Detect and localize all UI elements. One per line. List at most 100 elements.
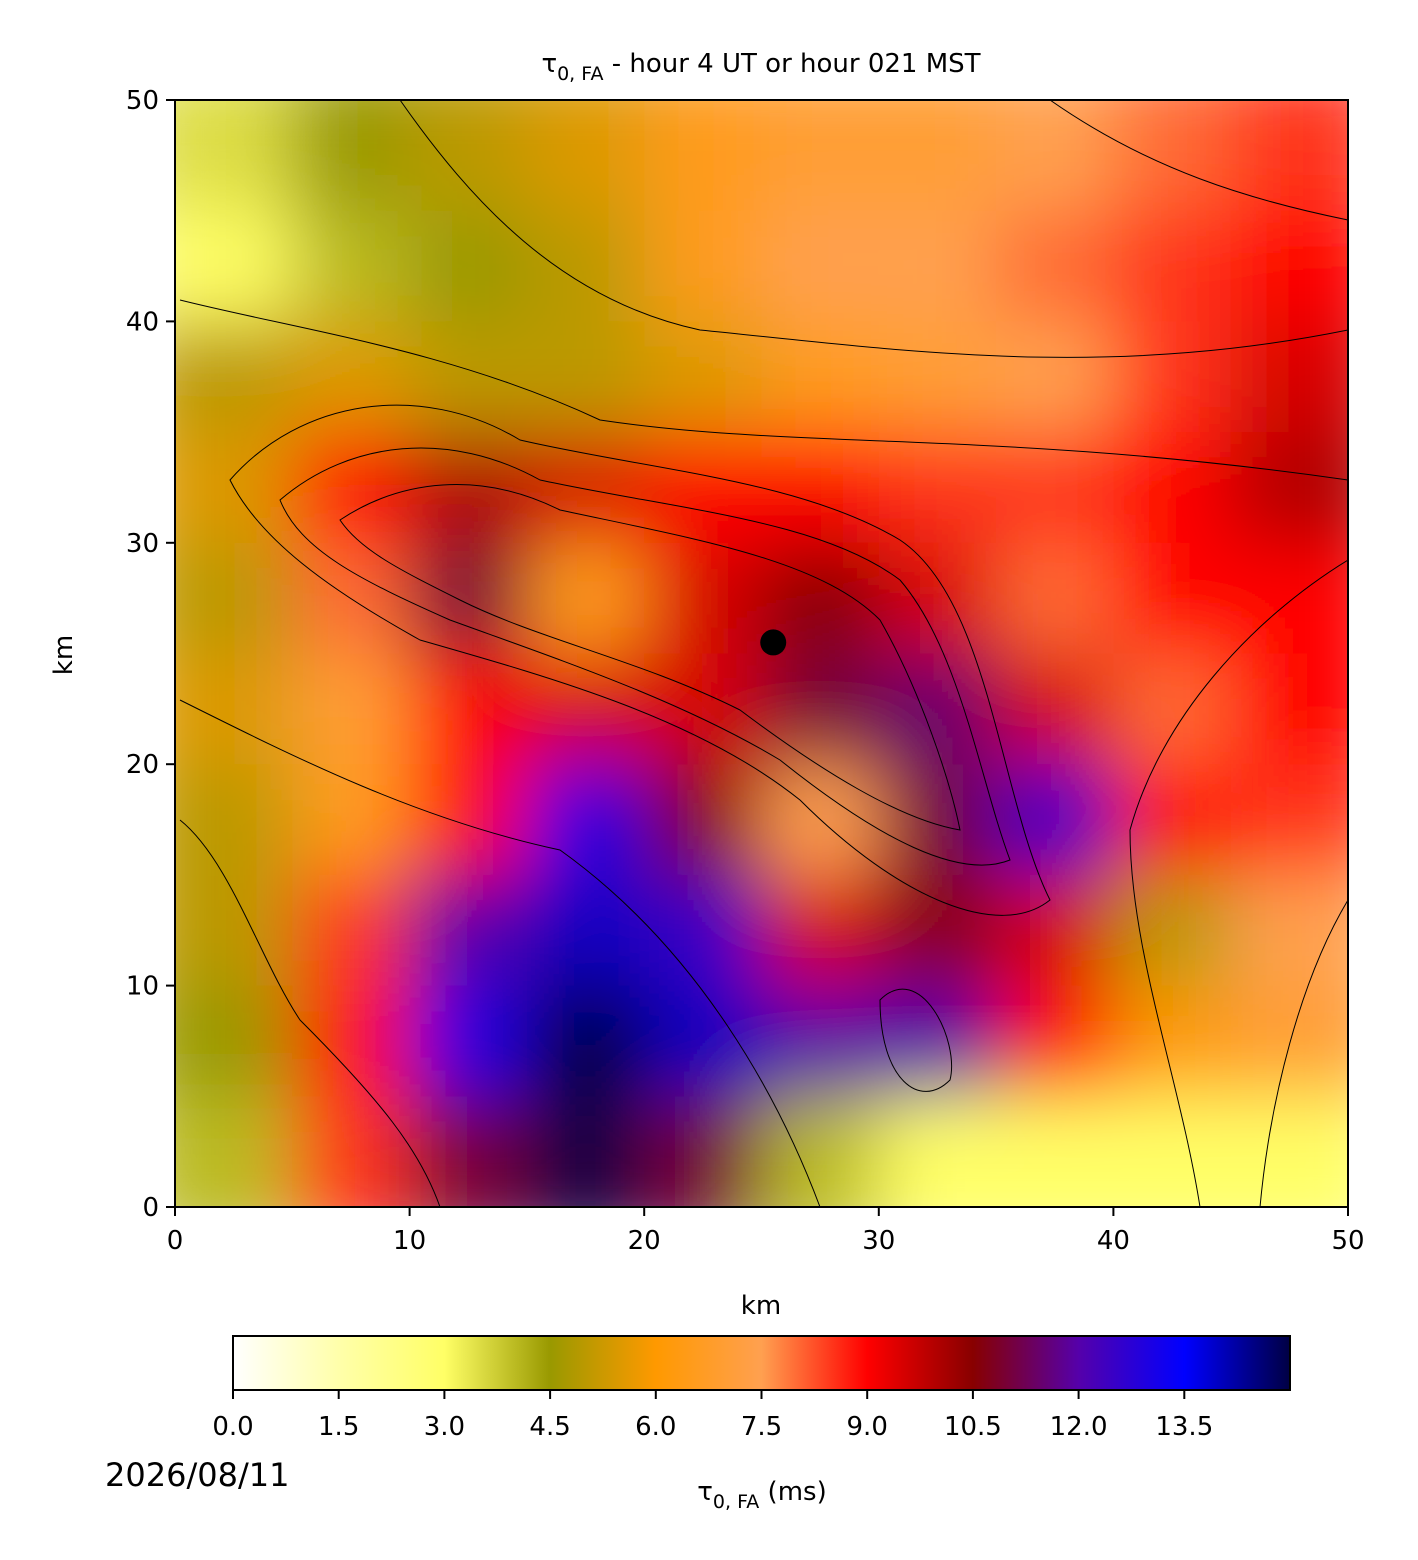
heat-cell (526, 985, 646, 1098)
heat-cell (878, 100, 998, 212)
heat-cell (409, 210, 528, 323)
heat-cell (292, 985, 411, 1098)
heat-cell (292, 100, 411, 212)
x-tick-label: 10 (393, 1226, 426, 1256)
heat-cell (1113, 874, 1232, 987)
heat-cell (878, 764, 998, 876)
heat-cell (1230, 764, 1348, 876)
title-text: - hour 4 UT or hour 021 MST (603, 49, 980, 79)
heat-cell (644, 653, 763, 766)
heat-cell (644, 764, 763, 876)
heat-cell (409, 1096, 528, 1207)
colorbar-tick-label: 1.5 (318, 1412, 359, 1442)
heat-cell (409, 100, 528, 212)
y-tick-label: 10 (126, 972, 159, 1002)
heat-cell (761, 210, 880, 323)
heat-cell (996, 1096, 1115, 1207)
x-axis-label: km (741, 1291, 781, 1321)
heat-cell (878, 1096, 998, 1207)
heat-cell (409, 874, 528, 987)
heat-cell (175, 321, 294, 434)
heat-cell (526, 210, 646, 323)
y-tick-label: 40 (126, 307, 159, 337)
heat-cell (644, 321, 763, 434)
colorbar-tick-label: 6.0 (635, 1412, 676, 1442)
heat-cell (1230, 985, 1348, 1098)
chart-title: τ0, FA - hour 4 UT or hour 021 MST (541, 49, 980, 85)
cbar-unit: (ms) (759, 1477, 826, 1507)
heat-cell (292, 874, 411, 987)
colorbar (232, 1335, 1291, 1391)
colorbar-tick-label: 10.5 (944, 1412, 1002, 1442)
heat-cell (1113, 321, 1232, 434)
heat-cell (996, 321, 1115, 434)
heat-cell (996, 432, 1115, 544)
colorbar-tick-label: 4.5 (529, 1412, 570, 1442)
x-tick-label: 0 (167, 1226, 184, 1256)
heat-cell (1230, 653, 1348, 766)
heat-cell (996, 764, 1115, 876)
heat-cell (996, 542, 1115, 655)
heat-cell (996, 985, 1115, 1098)
heat-cell (644, 210, 763, 323)
plot-frame (174, 99, 1349, 1208)
heatmap (175, 100, 1348, 1207)
heat-cell (761, 985, 880, 1098)
heat-cell (761, 100, 880, 212)
heat-cell (996, 653, 1115, 766)
colorbar-tick-label: 7.5 (741, 1412, 782, 1442)
heat-cell (409, 985, 528, 1098)
heat-cell (1113, 985, 1232, 1098)
heat-cell (292, 653, 411, 766)
heat-cell (1113, 1096, 1232, 1207)
x-tick-label: 20 (628, 1226, 661, 1256)
heat-cell (878, 985, 998, 1098)
heat-cell (1230, 874, 1348, 987)
heat-cell (409, 542, 528, 655)
heat-cell (292, 432, 411, 544)
heat-cell (644, 542, 763, 655)
heat-cell (526, 764, 646, 876)
heat-cell (526, 432, 646, 544)
y-tick-label: 20 (126, 750, 159, 780)
cbar-subscript: 0, FA (713, 1491, 759, 1513)
marker-point (760, 629, 787, 656)
heat-cell (175, 432, 294, 544)
heat-cell (1113, 653, 1232, 766)
heat-cell (996, 100, 1115, 212)
y-tick-label: 30 (126, 529, 159, 559)
heat-cell (996, 874, 1115, 987)
y-tick-label: 0 (142, 1193, 159, 1223)
heat-cell (761, 874, 880, 987)
heat-cell (175, 985, 294, 1098)
heat-cell (526, 874, 646, 987)
heat-cell (761, 432, 880, 544)
heat-cell (292, 321, 411, 434)
heat-cell (761, 1096, 880, 1207)
heat-cell (644, 874, 763, 987)
heat-cell (878, 874, 998, 987)
title-symbol: τ (541, 49, 557, 79)
colorbar-tick-label: 9.0 (847, 1412, 888, 1442)
contours (179, 100, 1348, 1207)
heat-cell (526, 1096, 646, 1207)
heat-cell (1230, 100, 1348, 212)
heat-cell (1113, 100, 1232, 212)
heat-cell (1230, 542, 1348, 655)
colorbar-label: τ0, FA (ms) (697, 1477, 826, 1513)
heat-cell (175, 874, 294, 987)
heat-cell (761, 321, 880, 434)
heat-cell (1230, 432, 1348, 544)
heat-cell (175, 764, 294, 876)
heat-cell (644, 100, 763, 212)
x-tick-label: 30 (862, 1226, 895, 1256)
heat-cell (644, 432, 763, 544)
heat-cell (526, 653, 646, 766)
heat-cell (1113, 210, 1232, 323)
heat-cell (1230, 1096, 1348, 1207)
heat-cell (878, 321, 998, 434)
heat-cell (878, 542, 998, 655)
heat-cell (761, 653, 880, 766)
heat-cell (175, 542, 294, 655)
